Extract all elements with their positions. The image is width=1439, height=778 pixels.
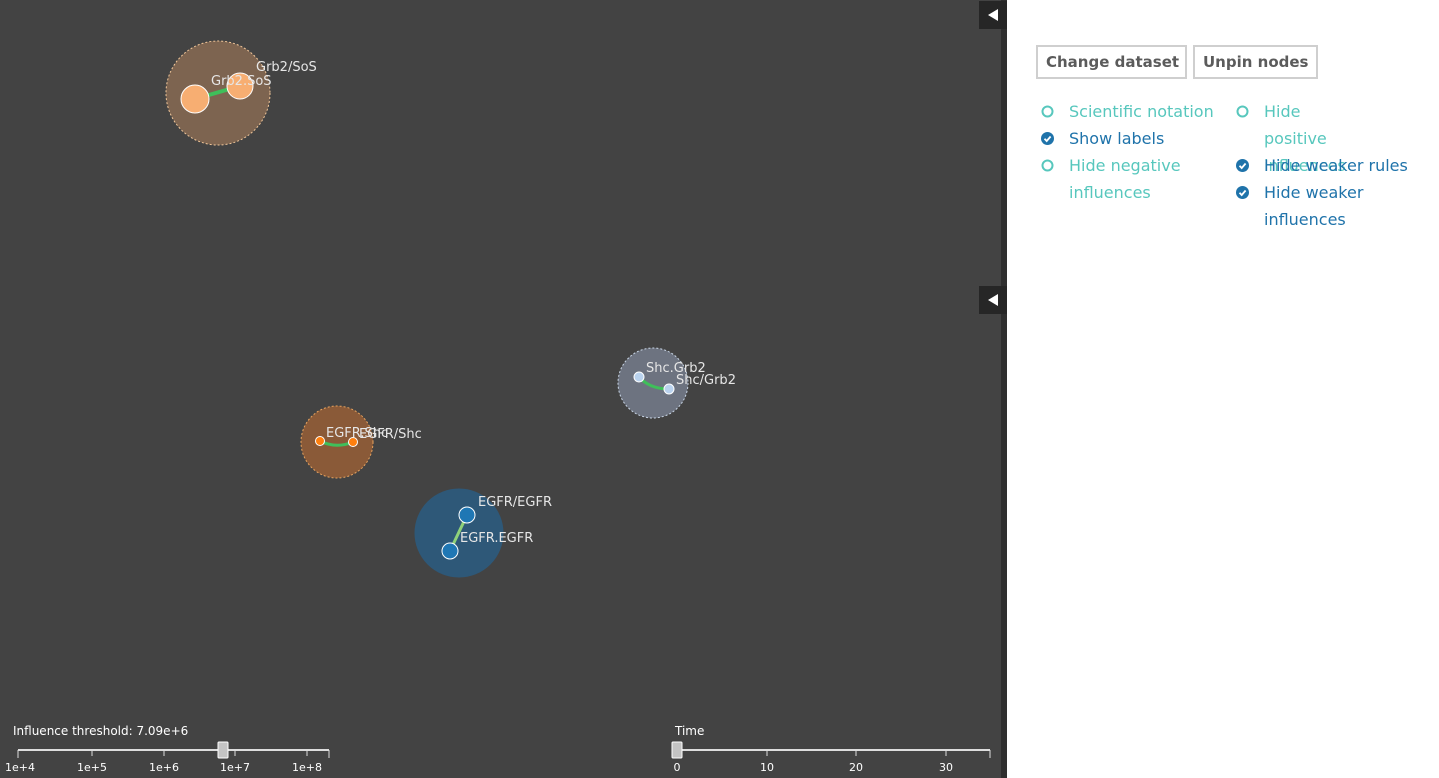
node-label: EGFR/EGFR — [478, 495, 552, 510]
node-shc-grb2-state[interactable] — [633, 371, 645, 383]
option-show-labels[interactable]: Show labels — [1041, 125, 1221, 152]
influence-slider-handle[interactable] — [217, 741, 229, 759]
checked-circle-icon — [1236, 186, 1249, 199]
node-shc-grb2-rule[interactable] — [663, 383, 675, 395]
cluster-shc-grb2[interactable]: Shc.Grb2 Shc/Grb2 — [617, 347, 736, 419]
option-label: Hide weaker rules — [1264, 156, 1408, 175]
option-label: Show labels — [1069, 129, 1165, 148]
node-label: Shc.Grb2 — [646, 361, 706, 376]
option-label: Hide positive influences — [1264, 102, 1346, 175]
option-label: Scientific notation — [1069, 102, 1214, 121]
node-egfr-shc-state[interactable] — [315, 436, 325, 446]
node-egfr-shc-rule[interactable] — [348, 437, 358, 447]
option-hide-negative-influences[interactable]: Hide negative influences — [1041, 152, 1191, 206]
unchecked-circle-icon — [1041, 159, 1054, 172]
unchecked-circle-icon — [1236, 105, 1249, 118]
panel-divider[interactable] — [1001, 0, 1007, 778]
node-grb2-sos-state[interactable] — [180, 84, 210, 114]
option-hide-weaker-influences[interactable]: Hide weaker influences — [1236, 179, 1366, 233]
time-slider-label: Time — [674, 724, 704, 738]
collapse-panel-button[interactable] — [979, 1, 1007, 29]
cluster-egfr-shc[interactable]: EGFR.Shc EGFR/Shc — [300, 405, 422, 479]
slider-tick-label: 1e+6 — [149, 761, 179, 774]
node-label: Grb2.SoS — [211, 74, 272, 89]
slider-tick-label: 1e+8 — [292, 761, 322, 774]
collapse-panel-button[interactable] — [979, 286, 1007, 314]
triangle-left-icon — [988, 9, 998, 21]
cluster-hull — [617, 347, 689, 419]
option-label: Hide weaker influences — [1264, 183, 1364, 229]
time-slider[interactable]: Time 0 10 20 30 — [671, 724, 991, 774]
node-label: EGFR/Shc — [359, 427, 422, 442]
node-label: EGFR.EGFR — [460, 531, 533, 546]
node-egfr-egfr-state[interactable] — [441, 542, 459, 560]
slider-tick-label: 1e+7 — [220, 761, 250, 774]
change-dataset-button[interactable]: Change dataset — [1036, 45, 1187, 79]
cluster-grb2-sos[interactable]: Grb2/SoS Grb2.SoS — [165, 40, 317, 146]
node-grb2-sos-rule[interactable] — [226, 72, 254, 100]
unchecked-circle-icon — [1041, 105, 1054, 118]
slider-tick-label: 20 — [849, 761, 863, 774]
triangle-left-icon — [988, 294, 998, 306]
slider-tick-label: 1e+5 — [77, 761, 107, 774]
influence-threshold-slider[interactable]: Influence threshold: 7.09e+6 1e+4 1e+5 1… — [5, 724, 330, 774]
settings-panel: Change dataset Unpin nodes Scientific no… — [1007, 0, 1439, 778]
slider-tick-label: 1e+4 — [5, 761, 35, 774]
slider-tick-label: 10 — [760, 761, 774, 774]
option-scientific-notation[interactable]: Scientific notation — [1041, 98, 1221, 125]
slider-tick-label: 30 — [939, 761, 953, 774]
node-egfr-egfr-rule[interactable] — [458, 506, 476, 524]
node-label: Shc/Grb2 — [676, 373, 736, 388]
influence-graph-panel[interactable]: Grb2/SoS Grb2.SoS Shc.Grb2 Shc/Grb2 EGFR… — [0, 0, 1007, 778]
cluster-egfr-egfr[interactable]: EGFR/EGFR EGFR.EGFR — [414, 488, 552, 578]
slider-tick-label: 0 — [674, 761, 681, 774]
checked-circle-icon — [1041, 132, 1054, 145]
influence-threshold-label: Influence threshold: 7.09e+6 — [13, 724, 188, 738]
influence-graph-canvas[interactable]: Grb2/SoS Grb2.SoS Shc.Grb2 Shc/Grb2 EGFR… — [0, 0, 1007, 778]
unpin-nodes-button[interactable]: Unpin nodes — [1193, 45, 1318, 79]
option-hide-positive-influences[interactable]: Hide positive influences — [1236, 98, 1366, 179]
option-hide-weaker-rules[interactable]: Hide weaker rules — [1236, 152, 1426, 179]
time-slider-handle[interactable] — [671, 741, 683, 759]
cluster-hull — [300, 405, 374, 479]
checked-circle-icon — [1236, 159, 1249, 172]
option-label: Hide negative influences — [1069, 156, 1181, 202]
node-label: Grb2/SoS — [256, 60, 317, 75]
node-label: EGFR.Shc — [326, 426, 388, 441]
